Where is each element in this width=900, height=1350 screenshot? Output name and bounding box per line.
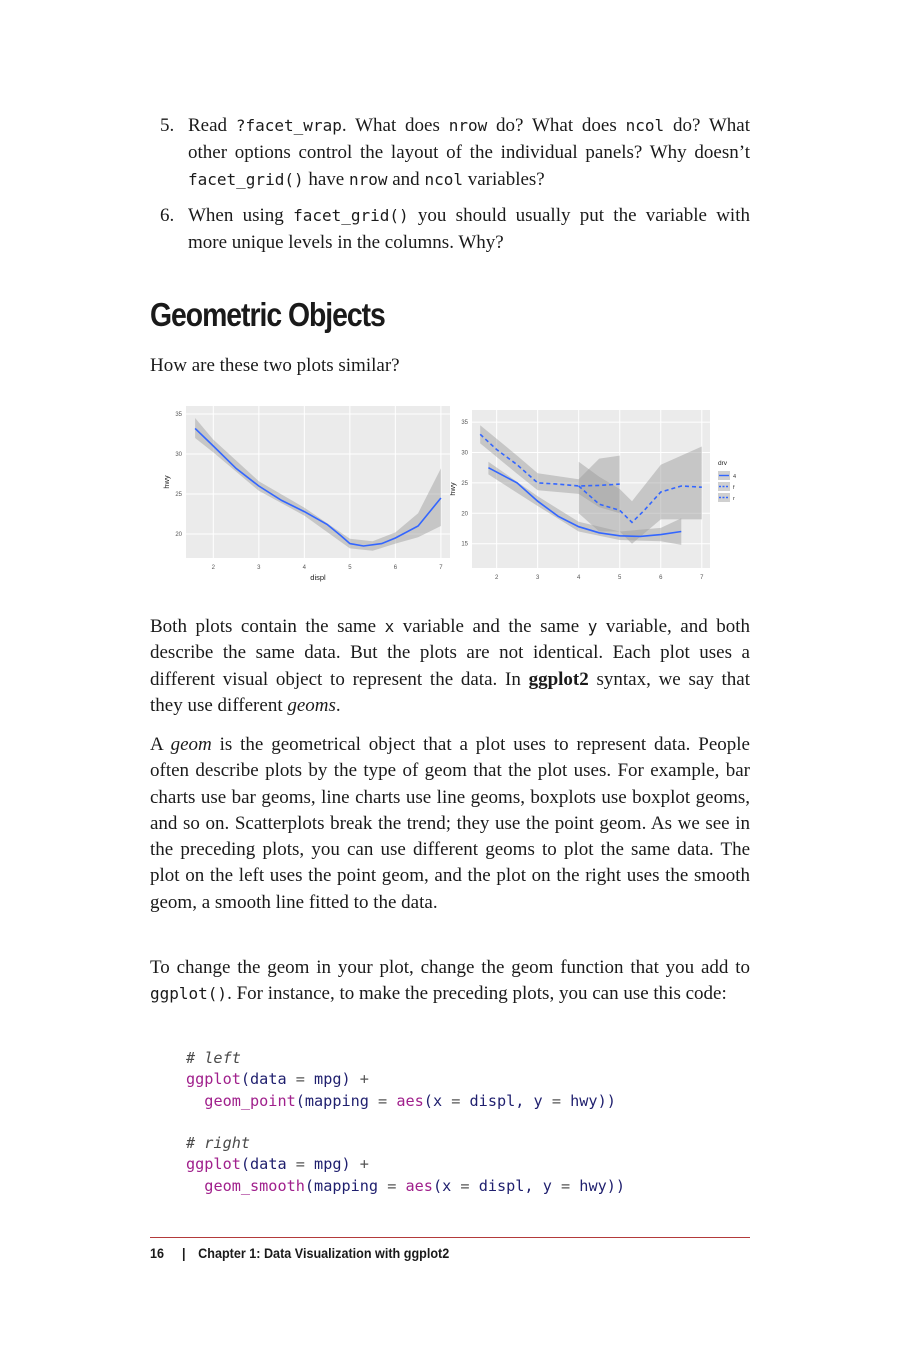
x-tick-label: 7: [700, 575, 704, 581]
paragraph-change-geom: To change the geom in your plot, change …: [150, 957, 750, 1005]
y-tick-label: 35: [461, 420, 468, 426]
exercise-list: 5. Read ?facet_wrap. What does nrow do? W…: [160, 112, 750, 265]
code-line: ggplot(data = mpg) +: [186, 1070, 369, 1089]
exercise-item: 5. Read ?facet_wrap. What does nrow do? W…: [160, 112, 750, 193]
intro-question: How are these two plots similar?: [150, 355, 400, 376]
code-line: ggplot(data = mpg) +: [186, 1155, 369, 1174]
y-tick-label: 30: [175, 452, 182, 458]
exercise-number: 6.: [160, 205, 175, 226]
code-line: [186, 1112, 625, 1133]
y-tick-label: 25: [461, 481, 468, 487]
paragraph-geom-definition: A geom is the geometrical object that a …: [150, 734, 750, 913]
x-tick-label: 3: [257, 565, 261, 571]
smooth-line-f: [479, 433, 620, 487]
paragraph-same-variables: Both plots contain the same x variable a…: [150, 616, 750, 716]
legend-title: drv: [718, 460, 728, 467]
x-axis-label: displ: [310, 573, 326, 582]
confidence-band: [195, 418, 441, 551]
x-tick-label: 7: [439, 565, 443, 571]
exercise-number: 5.: [160, 115, 175, 136]
exercise-text: Read ?facet_wrap. What does nrow do? Wha…: [188, 115, 751, 190]
code-block: # left ggplot(data = mpg) + geom_point(ma…: [186, 1048, 625, 1197]
x-tick-label: 3: [536, 575, 540, 581]
code-line: # left: [186, 1049, 241, 1067]
smooth-line-4: [488, 466, 682, 538]
x-tick-label: 2: [495, 575, 499, 581]
y-tick-label: 20: [461, 511, 468, 517]
y-axis-label: hwy: [162, 475, 171, 489]
y-tick-label: 25: [175, 492, 182, 498]
footer-rule: [150, 1237, 750, 1238]
code-line: # right: [186, 1134, 251, 1153]
x-tick-label: 4: [577, 575, 581, 581]
smooth-chart-right: 2 3 4 5 6 7 15 20 25 30 35 hwy drv 4 fr: [450, 410, 736, 581]
y-tick-label: 15: [461, 542, 468, 548]
y-tick-label: 35: [175, 412, 182, 418]
confidence-band: [578, 446, 702, 544]
x-tick-label: 6: [659, 575, 663, 581]
exercise-item: 6. When using facet_grid() you should usu…: [160, 202, 750, 256]
x-tick-label: 6: [394, 565, 398, 571]
smooth-line-all: [194, 427, 442, 547]
legend-label: 4: [733, 474, 736, 480]
y-tick-label: 20: [175, 532, 182, 538]
y-tick-label: 30: [461, 451, 468, 457]
y-axis-label: hwy: [450, 482, 457, 496]
plot-panel: [472, 410, 710, 568]
x-tick-label: 4: [303, 565, 307, 571]
x-tick-label: 5: [348, 565, 352, 571]
exercise-text: When using facet_grid() you should usual…: [188, 205, 750, 253]
page-footer: 16 | Chapter 1: Data Visualization with gg…: [150, 1245, 449, 1261]
code-line: geom_point(mapping = aes(x = displ, y = …: [204, 1091, 616, 1110]
section-title: Geometric Objects: [150, 296, 386, 333]
x-tick-label: 5: [618, 575, 622, 581]
figure-pair: 2 3 4 5 6 7 20 25 30 35 displ hwy 2 3 4 5 6 7 15 20 25 30 35 h…: [160, 400, 750, 590]
code-line: geom_smooth(mapping = aes(x = displ, y =…: [204, 1176, 626, 1195]
smooth-chart-left: 2 3 4 5 6 7 20 25 30 35 displ hwy: [162, 406, 450, 582]
legend-label: f: [733, 485, 735, 491]
chapter-title: Chapter 1: Data Visualization with ggplo…: [198, 1245, 450, 1261]
x-tick-label: 2: [212, 565, 216, 571]
legend-label: r: [733, 496, 735, 502]
footer-separator: |: [182, 1245, 186, 1261]
page-number: 16: [150, 1245, 165, 1261]
smooth-line-r: [578, 485, 702, 524]
